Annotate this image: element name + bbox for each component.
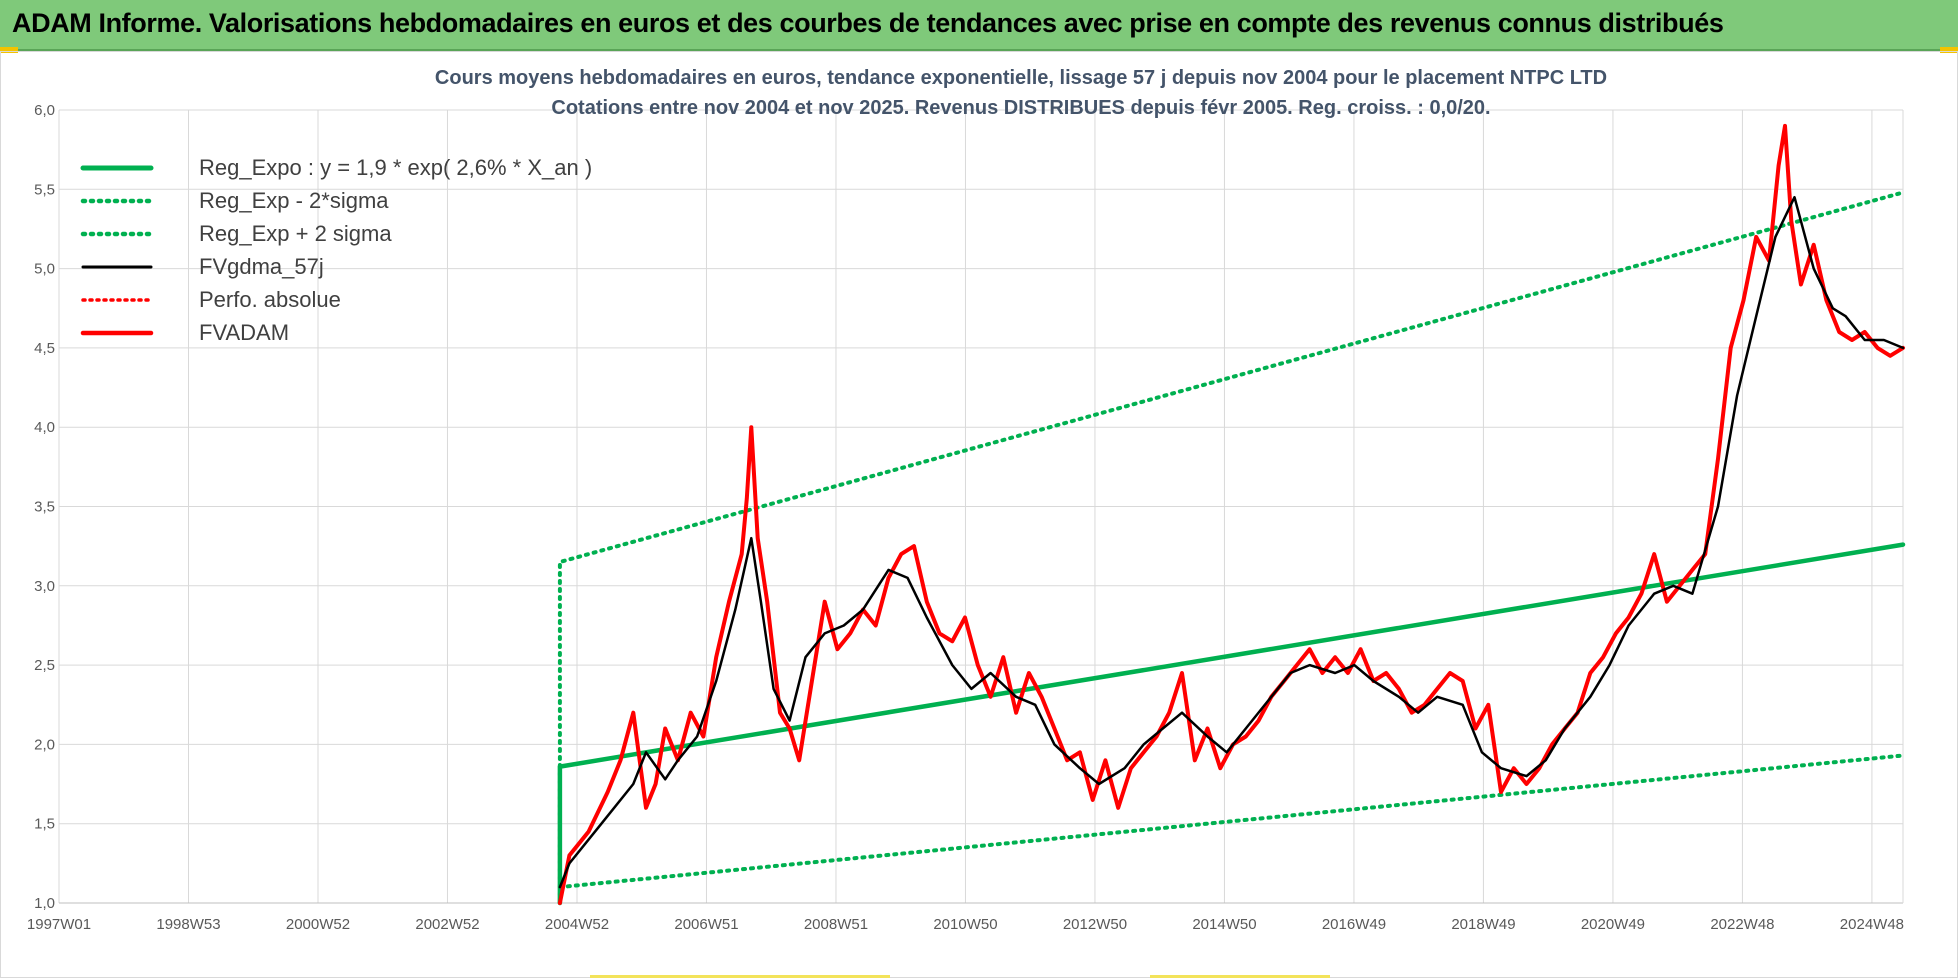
x-tick-label: 2002W52: [415, 916, 479, 933]
x-tick-label: 1997W01: [27, 916, 91, 933]
legend: Reg_Expo : y = 1,9 * exp( 2,6% * X_an ) R…: [80, 155, 592, 345]
legend-label: Reg_Exp - 2*sigma: [199, 188, 389, 213]
series-line-5: [557, 123, 1905, 905]
series-lines: [557, 123, 1906, 906]
y-tick-label: 4,0: [34, 419, 55, 436]
x-tick-label: 2004W52: [545, 916, 609, 933]
legend-label: Perfo. absolue: [199, 287, 341, 312]
y-tick-label: 4,5: [34, 340, 55, 357]
x-tick-label: 2014W50: [1192, 916, 1256, 933]
y-tick-label: 3,5: [34, 499, 55, 516]
bottom-accent: [1150, 975, 1330, 978]
series-line-3: [558, 195, 1905, 889]
x-tick-label: 1998W53: [156, 916, 220, 933]
legend-label: Reg_Expo : y = 1,9 * exp( 2,6% * X_an ): [199, 155, 592, 180]
page-title: ADAM Informe. Valorisations hebdomadaire…: [12, 8, 1724, 38]
x-tick-label: 2016W49: [1322, 916, 1386, 933]
gridlines: [58, 109, 1903, 904]
x-tick-label: 2024W48: [1840, 916, 1904, 933]
y-tick-label: 6,0: [34, 102, 55, 119]
x-tick-label: 2006W51: [674, 916, 738, 933]
series-line-2: [557, 190, 1905, 905]
y-tick-label: 1,0: [34, 895, 55, 912]
legend-label: FVgdma_57j: [199, 254, 324, 279]
bottom-accent: [590, 975, 890, 978]
x-tick-label: 2020W49: [1581, 916, 1645, 933]
series-line-1: [557, 753, 1905, 890]
y-tick-label: 3,0: [34, 578, 55, 595]
axes: 1,0 1,5 2,0 2,5 3,0 3,5 4,0 4,5 5,0 5,5 6,0 1997W01…: [27, 102, 1904, 933]
x-tick-label: 2000W52: [286, 916, 350, 933]
y-tick-label: 5,0: [34, 261, 55, 278]
y-tick-label: 5,5: [34, 181, 55, 198]
chart-frame: 1,0 1,5 2,0 2,5 3,0 3,5 4,0 4,5 5,0 5,5 6,0 1997W01…: [0, 51, 1958, 978]
corner-accent-right: [1940, 47, 1958, 53]
chart-title: Cours moyens hebdomadaires en euros, ten…: [435, 67, 1607, 89]
y-tick-label: 2,5: [34, 657, 55, 674]
chart-subtitle: Cotations entre nov 2004 et nov 2025. Re…: [551, 97, 1490, 119]
corner-accent-left: [0, 47, 18, 53]
x-tick-label: 2010W50: [933, 916, 997, 933]
legend-label: FVADAM: [199, 320, 289, 345]
legend-label: Reg_Exp + 2 sigma: [199, 221, 392, 246]
y-tick-label: 2,0: [34, 736, 55, 753]
chart-area: 1,0 1,5 2,0 2,5 3,0 3,5 4,0 4,5 5,0 5,5 6,0 1997W01…: [27, 67, 1906, 933]
x-tick-label: 2018W49: [1451, 916, 1515, 933]
x-tick-label: 2012W50: [1063, 916, 1127, 933]
x-tick-label: 2008W51: [804, 916, 868, 933]
header-bar: ADAM Informe. Valorisations hebdomadaire…: [0, 0, 1958, 51]
x-tick-label: 2022W48: [1710, 916, 1774, 933]
y-tick-label: 1,5: [34, 816, 55, 833]
